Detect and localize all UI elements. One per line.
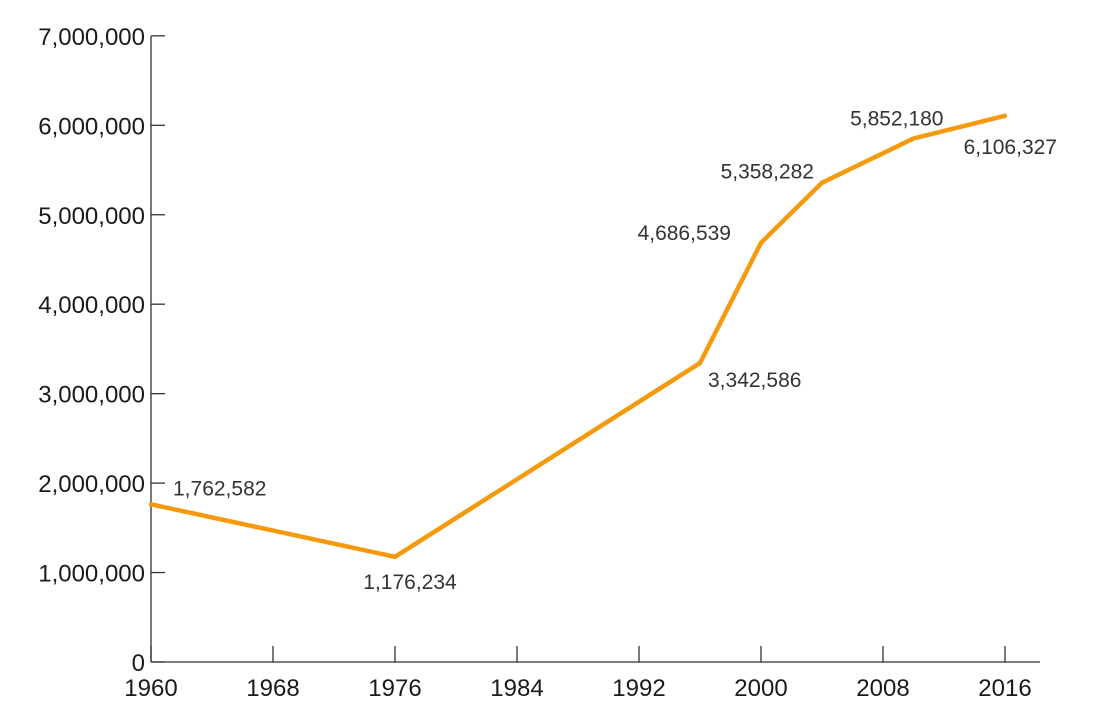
x-tick-label: 2008 (856, 675, 909, 702)
y-tick-label: 3,000,000 (38, 382, 145, 409)
x-tick-label: 2016 (978, 675, 1031, 702)
data-label: 6,106,327 (964, 136, 1057, 159)
data-point (392, 554, 398, 559)
series-line (150, 113, 1006, 560)
y-tick-label: 7,000,000 (38, 24, 145, 51)
data-labels: 1,762,582 1,176,234 3,342,586 4,686,539 5,35… (173, 108, 1057, 594)
data-point (911, 136, 916, 141)
data-point (697, 360, 703, 366)
data-label: 1,176,234 (363, 571, 457, 594)
x-tick-label: 1976 (368, 675, 421, 702)
y-tick-label: 4,000,000 (38, 292, 145, 319)
y-tick-label: 5,000,000 (38, 203, 145, 230)
data-label: 5,358,282 (721, 161, 814, 184)
x-tick-label: 1960 (124, 675, 177, 702)
y-tick-label: 2,000,000 (38, 471, 145, 498)
data-label: 4,686,539 (638, 222, 731, 245)
series-group (148, 113, 1008, 560)
x-tick-label: 1968 (246, 675, 299, 702)
data-point (1002, 113, 1008, 118)
data-label: 5,852,180 (850, 108, 943, 131)
data-point (758, 240, 764, 245)
x-tick-label: 2000 (734, 675, 787, 702)
data-point (819, 180, 825, 185)
y-tick-label: 1,000,000 (38, 561, 145, 588)
y-tick-label: 6,000,000 (38, 113, 145, 140)
data-point (148, 502, 154, 507)
data-label: 3,342,586 (708, 369, 801, 392)
x-tick-label: 1992 (612, 675, 665, 702)
y-tick-label: 0 (132, 650, 145, 677)
x-axis: 1960 1968 1976 1984 1992 2000 2008 2016 (124, 646, 1040, 702)
data-label: 1,762,582 (173, 477, 266, 500)
x-tick-label: 1984 (490, 675, 543, 702)
y-axis: 0 1,000,000 2,000,000 3,000,000 4,000,000 5,0… (38, 24, 165, 677)
